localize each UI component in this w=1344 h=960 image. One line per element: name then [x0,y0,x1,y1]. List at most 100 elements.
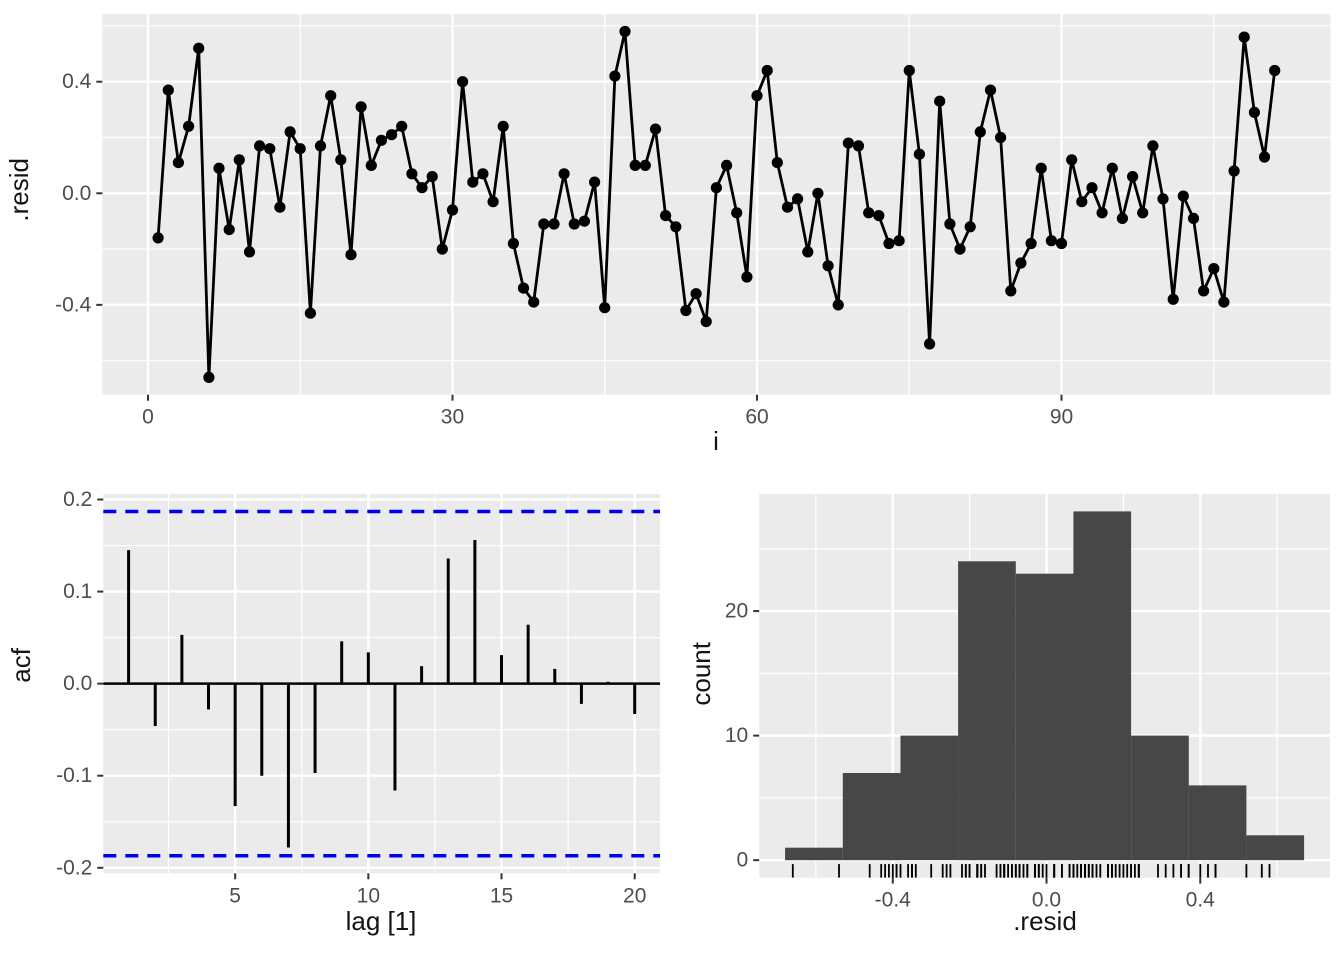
hist-y-axis-title: count [686,642,716,706]
data-point [243,246,256,258]
x-tick-label: 15 [490,884,513,907]
axis-ticks: 5 10 15 20 0.2 0.1 0.0 -0.1 -0.2 [56,488,646,907]
data-point [477,168,489,180]
data-point [213,162,225,174]
histogram-bar [1015,573,1074,861]
data-point [1005,285,1017,297]
data-point [365,159,377,171]
data-point [325,90,337,102]
y-tick-label: -0.2 [56,856,92,879]
data-point [233,154,245,166]
data-point [345,249,357,261]
data-point [1086,182,1098,194]
data-point [995,131,1007,144]
data-point [589,176,601,188]
histogram-bar [842,773,901,861]
data-point [731,207,743,219]
data-point [700,316,712,328]
data-point [548,218,560,230]
y-tick-label: 0.1 [63,580,92,603]
data-point [1238,31,1250,43]
data-point [578,215,591,227]
data-point [517,282,530,294]
x-tick-label: 20 [623,884,646,907]
data-point [406,168,418,180]
x-tick-label: 0.0 [1032,889,1061,912]
data-point [934,95,946,107]
data-point [710,182,723,194]
data-point [863,207,875,219]
data-point [193,42,205,54]
data-point [152,232,164,244]
acf-plot: 5 10 15 20 0.2 0.1 0.0 -0.1 -0.2 [56,488,661,907]
data-point [457,76,469,88]
data-point [913,148,926,160]
data-point [355,101,367,113]
data-point [1015,257,1027,269]
data-point [1228,165,1240,177]
data-point [1106,162,1118,174]
data-point [832,299,844,311]
x-tick-label: 0 [142,406,154,429]
data-point [1198,285,1210,297]
data-point [294,143,306,155]
data-point [761,64,773,77]
histogram-bar [785,847,843,861]
data-point [1147,140,1159,152]
y-tick-label: -0.1 [56,764,92,787]
data-point [649,123,662,135]
acf-spikes [127,540,637,848]
data-point [497,120,509,132]
data-point [467,176,479,188]
data-point [1035,162,1047,174]
data-point [396,120,408,132]
data-point [1137,207,1149,219]
data-point [903,64,915,77]
data-point [1269,64,1281,77]
data-point [528,296,540,308]
data-point [751,90,763,102]
data-point [1248,106,1260,118]
data-point [1127,171,1139,183]
x-tick-label: 60 [745,406,768,429]
data-point [924,338,936,350]
data-point [264,143,276,155]
y-tick-label: 0.4 [62,70,92,93]
data-point [954,243,966,255]
y-tick-label: 0 [737,849,749,872]
y-tick-label: 0.2 [63,488,92,511]
data-point [436,243,448,255]
histogram-bar [1131,735,1189,861]
data-point [446,204,459,216]
data-point [822,260,834,272]
data-point [1045,235,1057,247]
data-point [670,221,682,233]
data-point [1066,154,1078,166]
data-point [944,218,956,230]
data-point [629,159,641,171]
y-tick-label: 20 [725,600,748,623]
data-point [802,246,814,258]
data-point [284,126,296,138]
data-point [416,182,428,194]
data-point [1218,296,1230,308]
data-point [254,140,266,152]
data-point [203,371,215,383]
data-point [162,84,174,96]
histogram-bars [785,511,1305,861]
data-point [792,193,804,205]
data-point [984,84,997,96]
data-point [172,157,184,169]
axis-ticks: 0 30 60 90 0.4 0.0 -0.4 [55,70,1073,428]
data-point [883,237,895,250]
y-tick-label: 10 [725,724,748,747]
data-point [183,120,195,132]
data-point [721,159,733,171]
axis-ticks: -0.4 0.0 0.4 0 10 20 [725,600,1215,912]
data-point [274,201,286,213]
y-tick-label: -0.4 [55,293,92,316]
data-point [223,224,235,236]
data-point [314,140,327,152]
data-point [1116,212,1128,224]
data-point [1208,263,1220,275]
